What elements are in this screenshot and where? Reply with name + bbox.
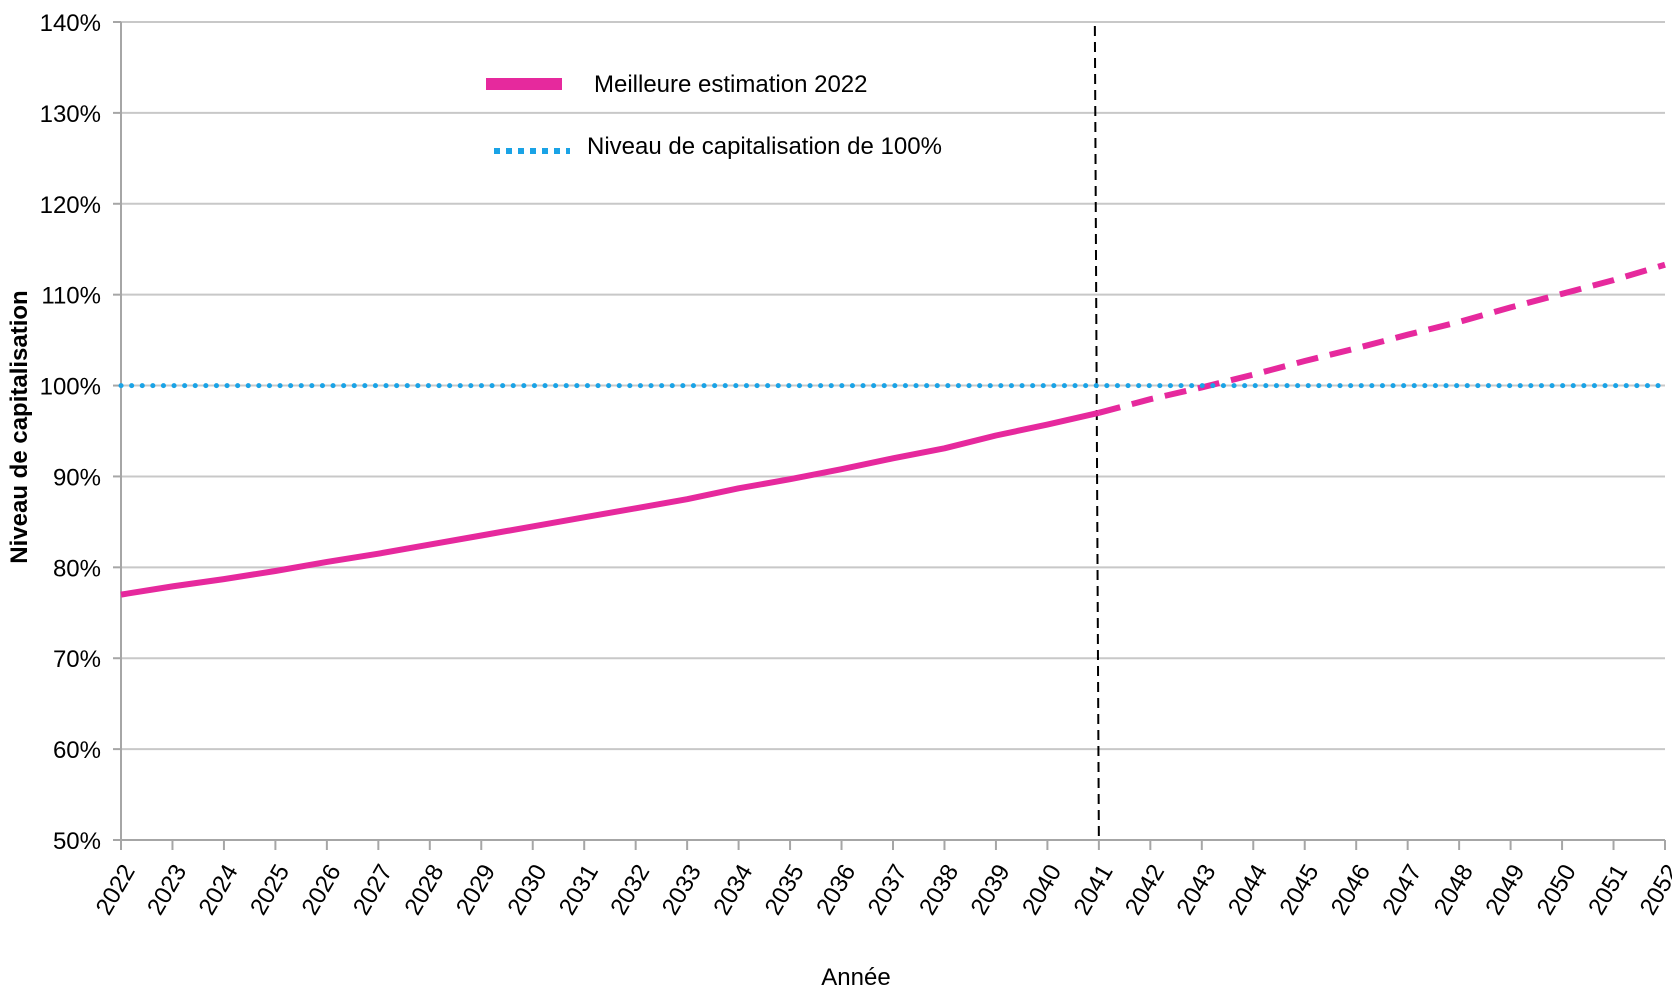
x-tick-label: 2031: [554, 860, 604, 920]
y-tick-label: 80%: [53, 555, 101, 582]
series-line-best-estimate-dashed: [1098, 261, 1666, 416]
x-tick-label: 2037: [863, 860, 913, 920]
x-tick-label: 2029: [451, 860, 501, 920]
series-line-best-estimate-solid: [120, 409, 1100, 598]
x-tick-label: 2041: [1069, 860, 1119, 920]
x-tick-label: 2043: [1171, 860, 1221, 920]
legend: Meilleure estimation 2022 Niveau de capi…: [486, 71, 942, 160]
x-tick-label: 2030: [502, 860, 552, 920]
x-tick-label: 2042: [1120, 860, 1170, 920]
legend-label-best-estimate: Meilleure estimation 2022: [594, 71, 867, 98]
x-tick-label: 2047: [1377, 860, 1427, 920]
x-tick-label: 2036: [811, 860, 861, 920]
x-tick-label: 2022: [91, 860, 141, 920]
x-tick-label: 2034: [708, 860, 758, 920]
y-tick-label: 110%: [41, 283, 101, 310]
y-tick-label: 90%: [53, 464, 101, 491]
x-tick-label: 2046: [1326, 860, 1376, 920]
x-tick-label: 2040: [1017, 860, 1067, 920]
y-tick-label: 50%: [53, 828, 101, 855]
x-tick-label: 2028: [399, 860, 449, 920]
x-tick-label: 2026: [297, 860, 347, 920]
y-tick-label: 140%: [40, 10, 101, 37]
x-tick-label: 2035: [760, 860, 810, 920]
x-tick-label: 2038: [914, 860, 964, 920]
x-tick-label: 2025: [245, 860, 295, 920]
x-tick-label: 2045: [1274, 860, 1324, 920]
x-tick-label: 2039: [966, 860, 1016, 920]
y-axis-title: Niveau de capitalisation: [6, 290, 33, 563]
x-tick-label: 2049: [1480, 860, 1530, 920]
y-tick-label: 100%: [40, 374, 101, 401]
x-tick-label: 2050: [1532, 860, 1582, 920]
x-axis-title: Année: [821, 964, 890, 991]
x-tick-label: 2033: [657, 860, 707, 920]
series: [118, 261, 1668, 598]
reference-vertical-line: [1093, 25, 1100, 841]
x-tick-label: 2051: [1583, 860, 1633, 920]
x-tick-label: 2023: [142, 860, 192, 920]
legend-label-funding-100: Niveau de capitalisation de 100%: [587, 133, 942, 160]
y-tick-label: 60%: [53, 737, 101, 764]
y-tick-label: 120%: [40, 192, 101, 219]
x-tick-label: 2024: [194, 860, 244, 920]
y-tick-label: 70%: [53, 646, 101, 673]
x-tick-label: 2052: [1635, 860, 1672, 920]
x-tick-label: 2032: [605, 860, 655, 920]
y-tick-label: 130%: [40, 101, 101, 128]
x-tick-label: 2048: [1429, 860, 1479, 920]
x-tick-label: 2027: [348, 860, 398, 920]
x-tick-label: 2044: [1223, 860, 1273, 920]
